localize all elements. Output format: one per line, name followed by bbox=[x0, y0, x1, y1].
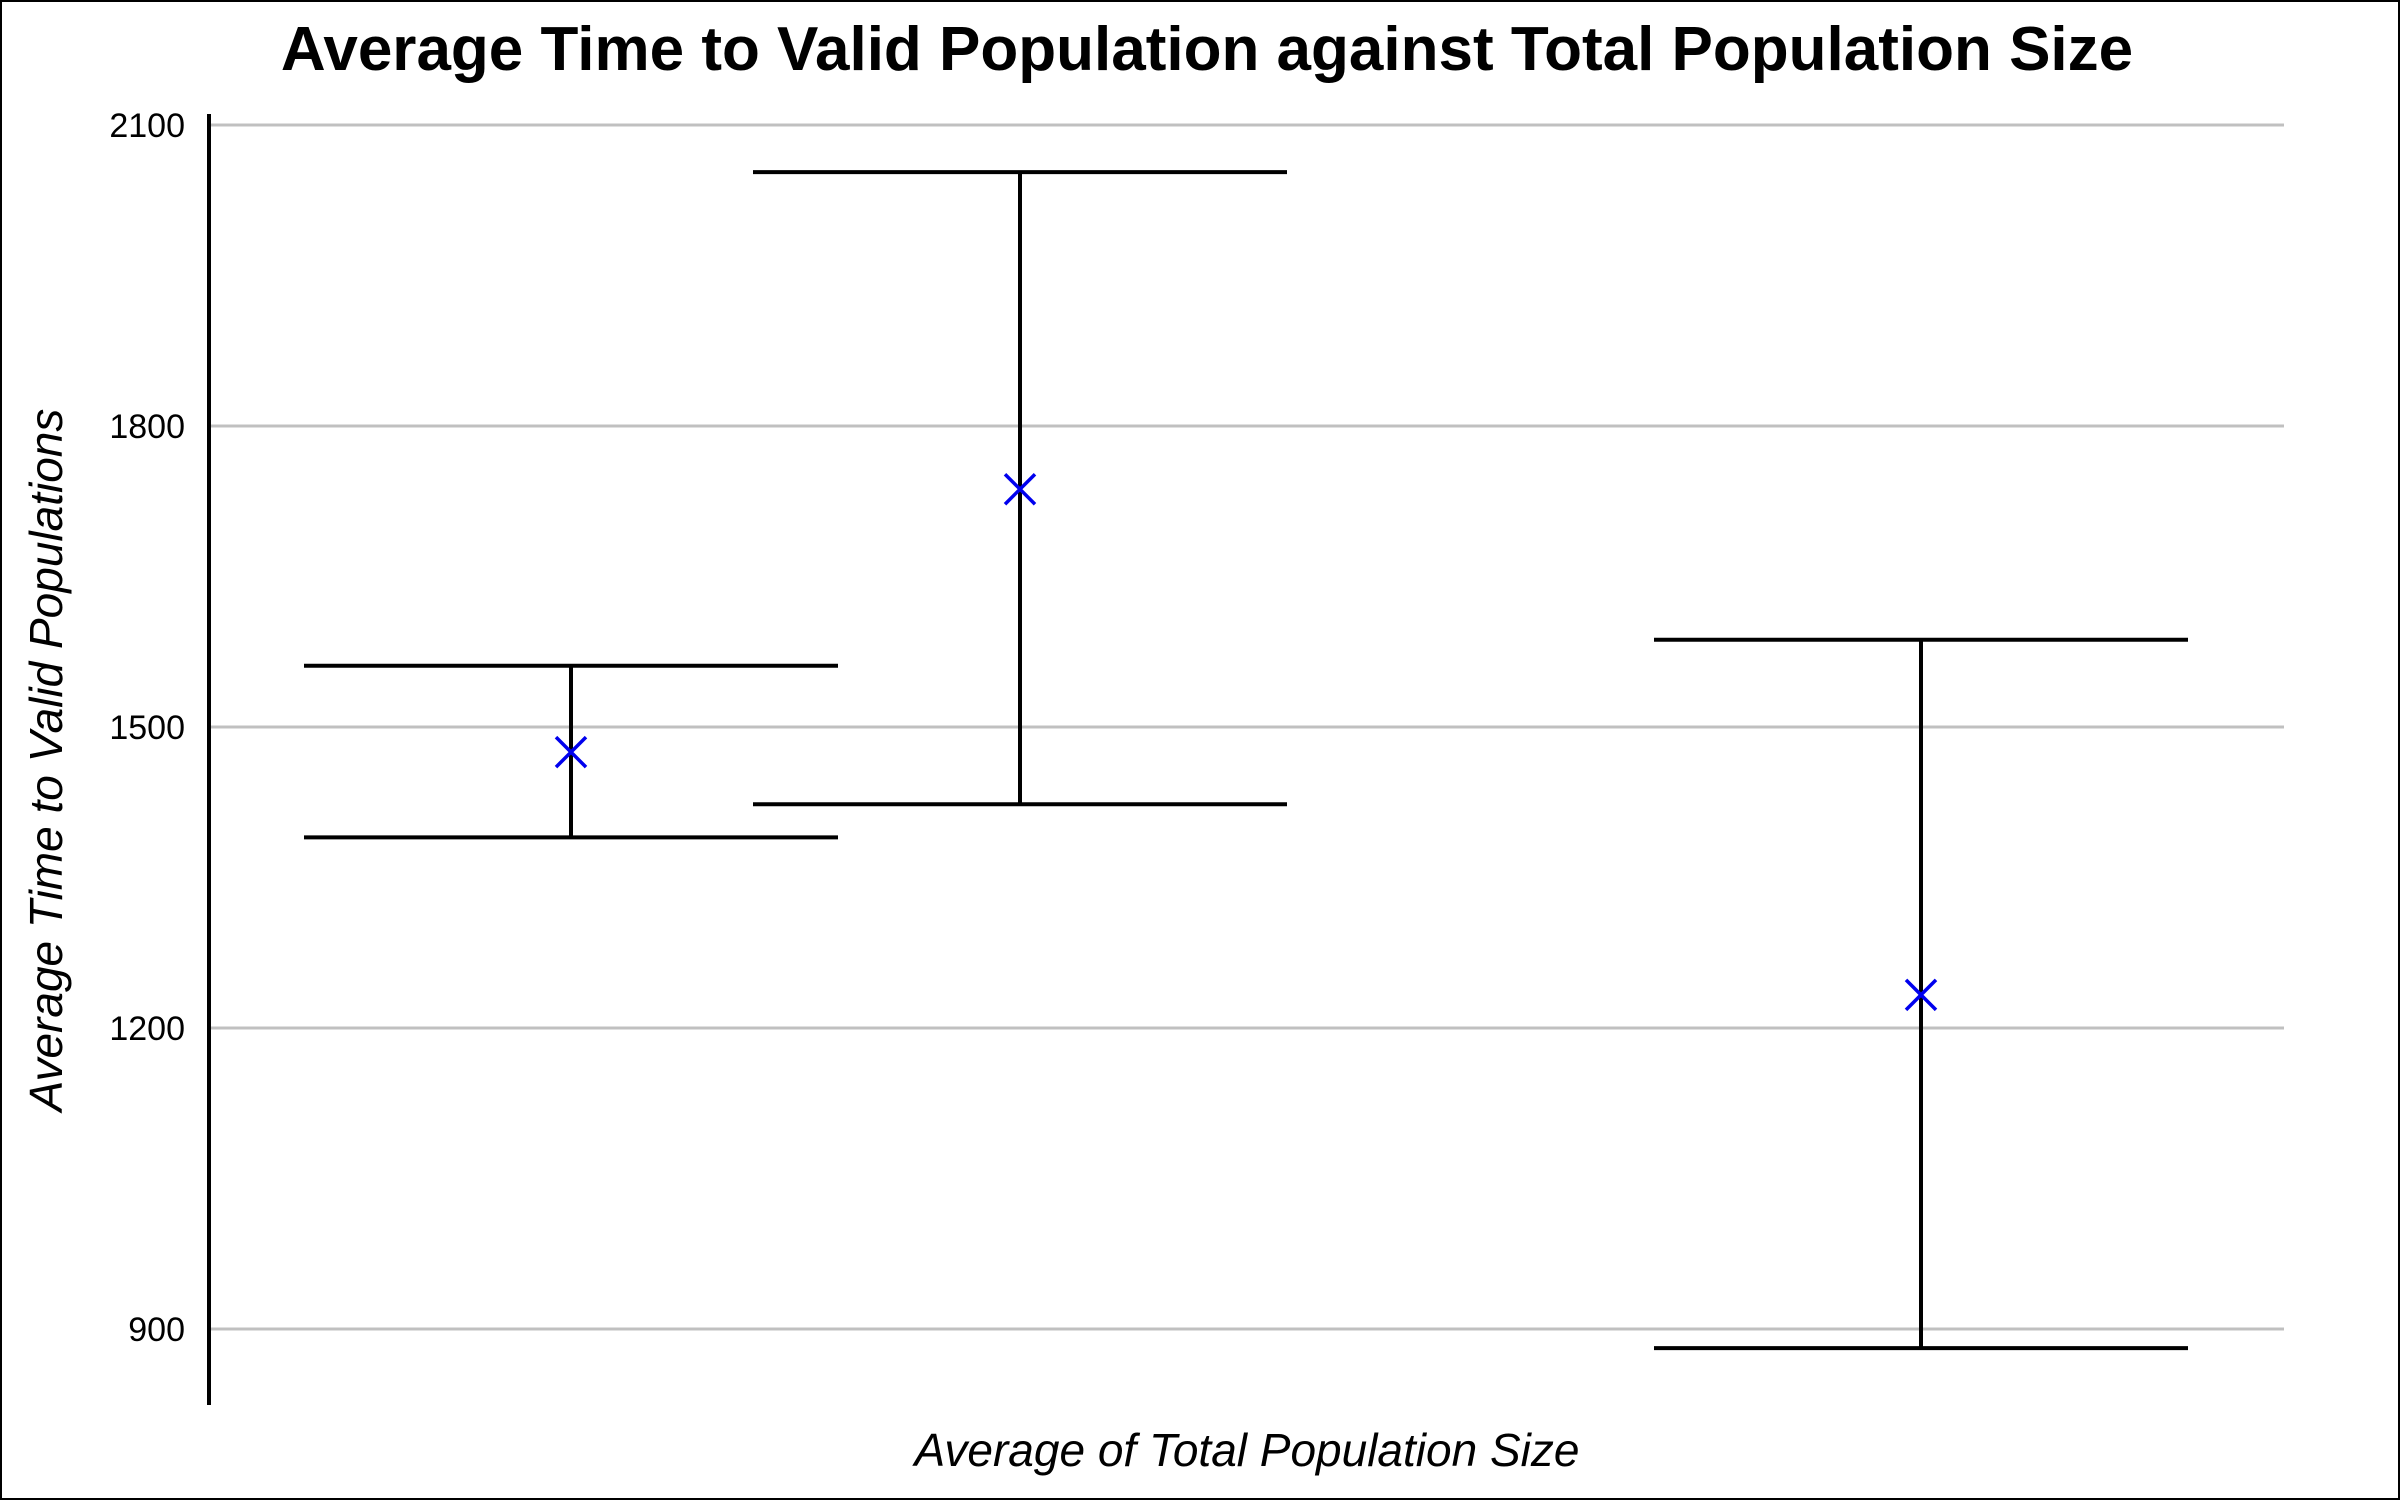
mean-marker-stroke bbox=[1904, 978, 1938, 1012]
mean-marker bbox=[1003, 472, 1037, 506]
error-bars bbox=[304, 170, 2188, 1351]
y-tick-label: 1800 bbox=[109, 408, 185, 446]
y-tick-label: 1500 bbox=[109, 709, 185, 747]
chart-title: Average Time to Valid Population against… bbox=[281, 15, 2133, 84]
y-tick-label: 2100 bbox=[109, 107, 185, 145]
y-axis-label: Average Time to Valid Populations bbox=[20, 409, 72, 1115]
x-axis-label: Average of Total Population Size bbox=[912, 1424, 1580, 1476]
mean-marker bbox=[1904, 978, 1938, 1012]
y-tick-label: 900 bbox=[128, 1311, 185, 1349]
y-tick-label: 1200 bbox=[109, 1010, 185, 1048]
mean-marker-stroke bbox=[554, 735, 588, 769]
y-tick-labels: 900 1200 1500 1800 2100 bbox=[109, 107, 185, 1349]
gridlines bbox=[209, 123, 2284, 1331]
mean-marker bbox=[554, 735, 588, 769]
mean-markers bbox=[554, 472, 1938, 1012]
mean-marker-stroke bbox=[1003, 472, 1037, 506]
